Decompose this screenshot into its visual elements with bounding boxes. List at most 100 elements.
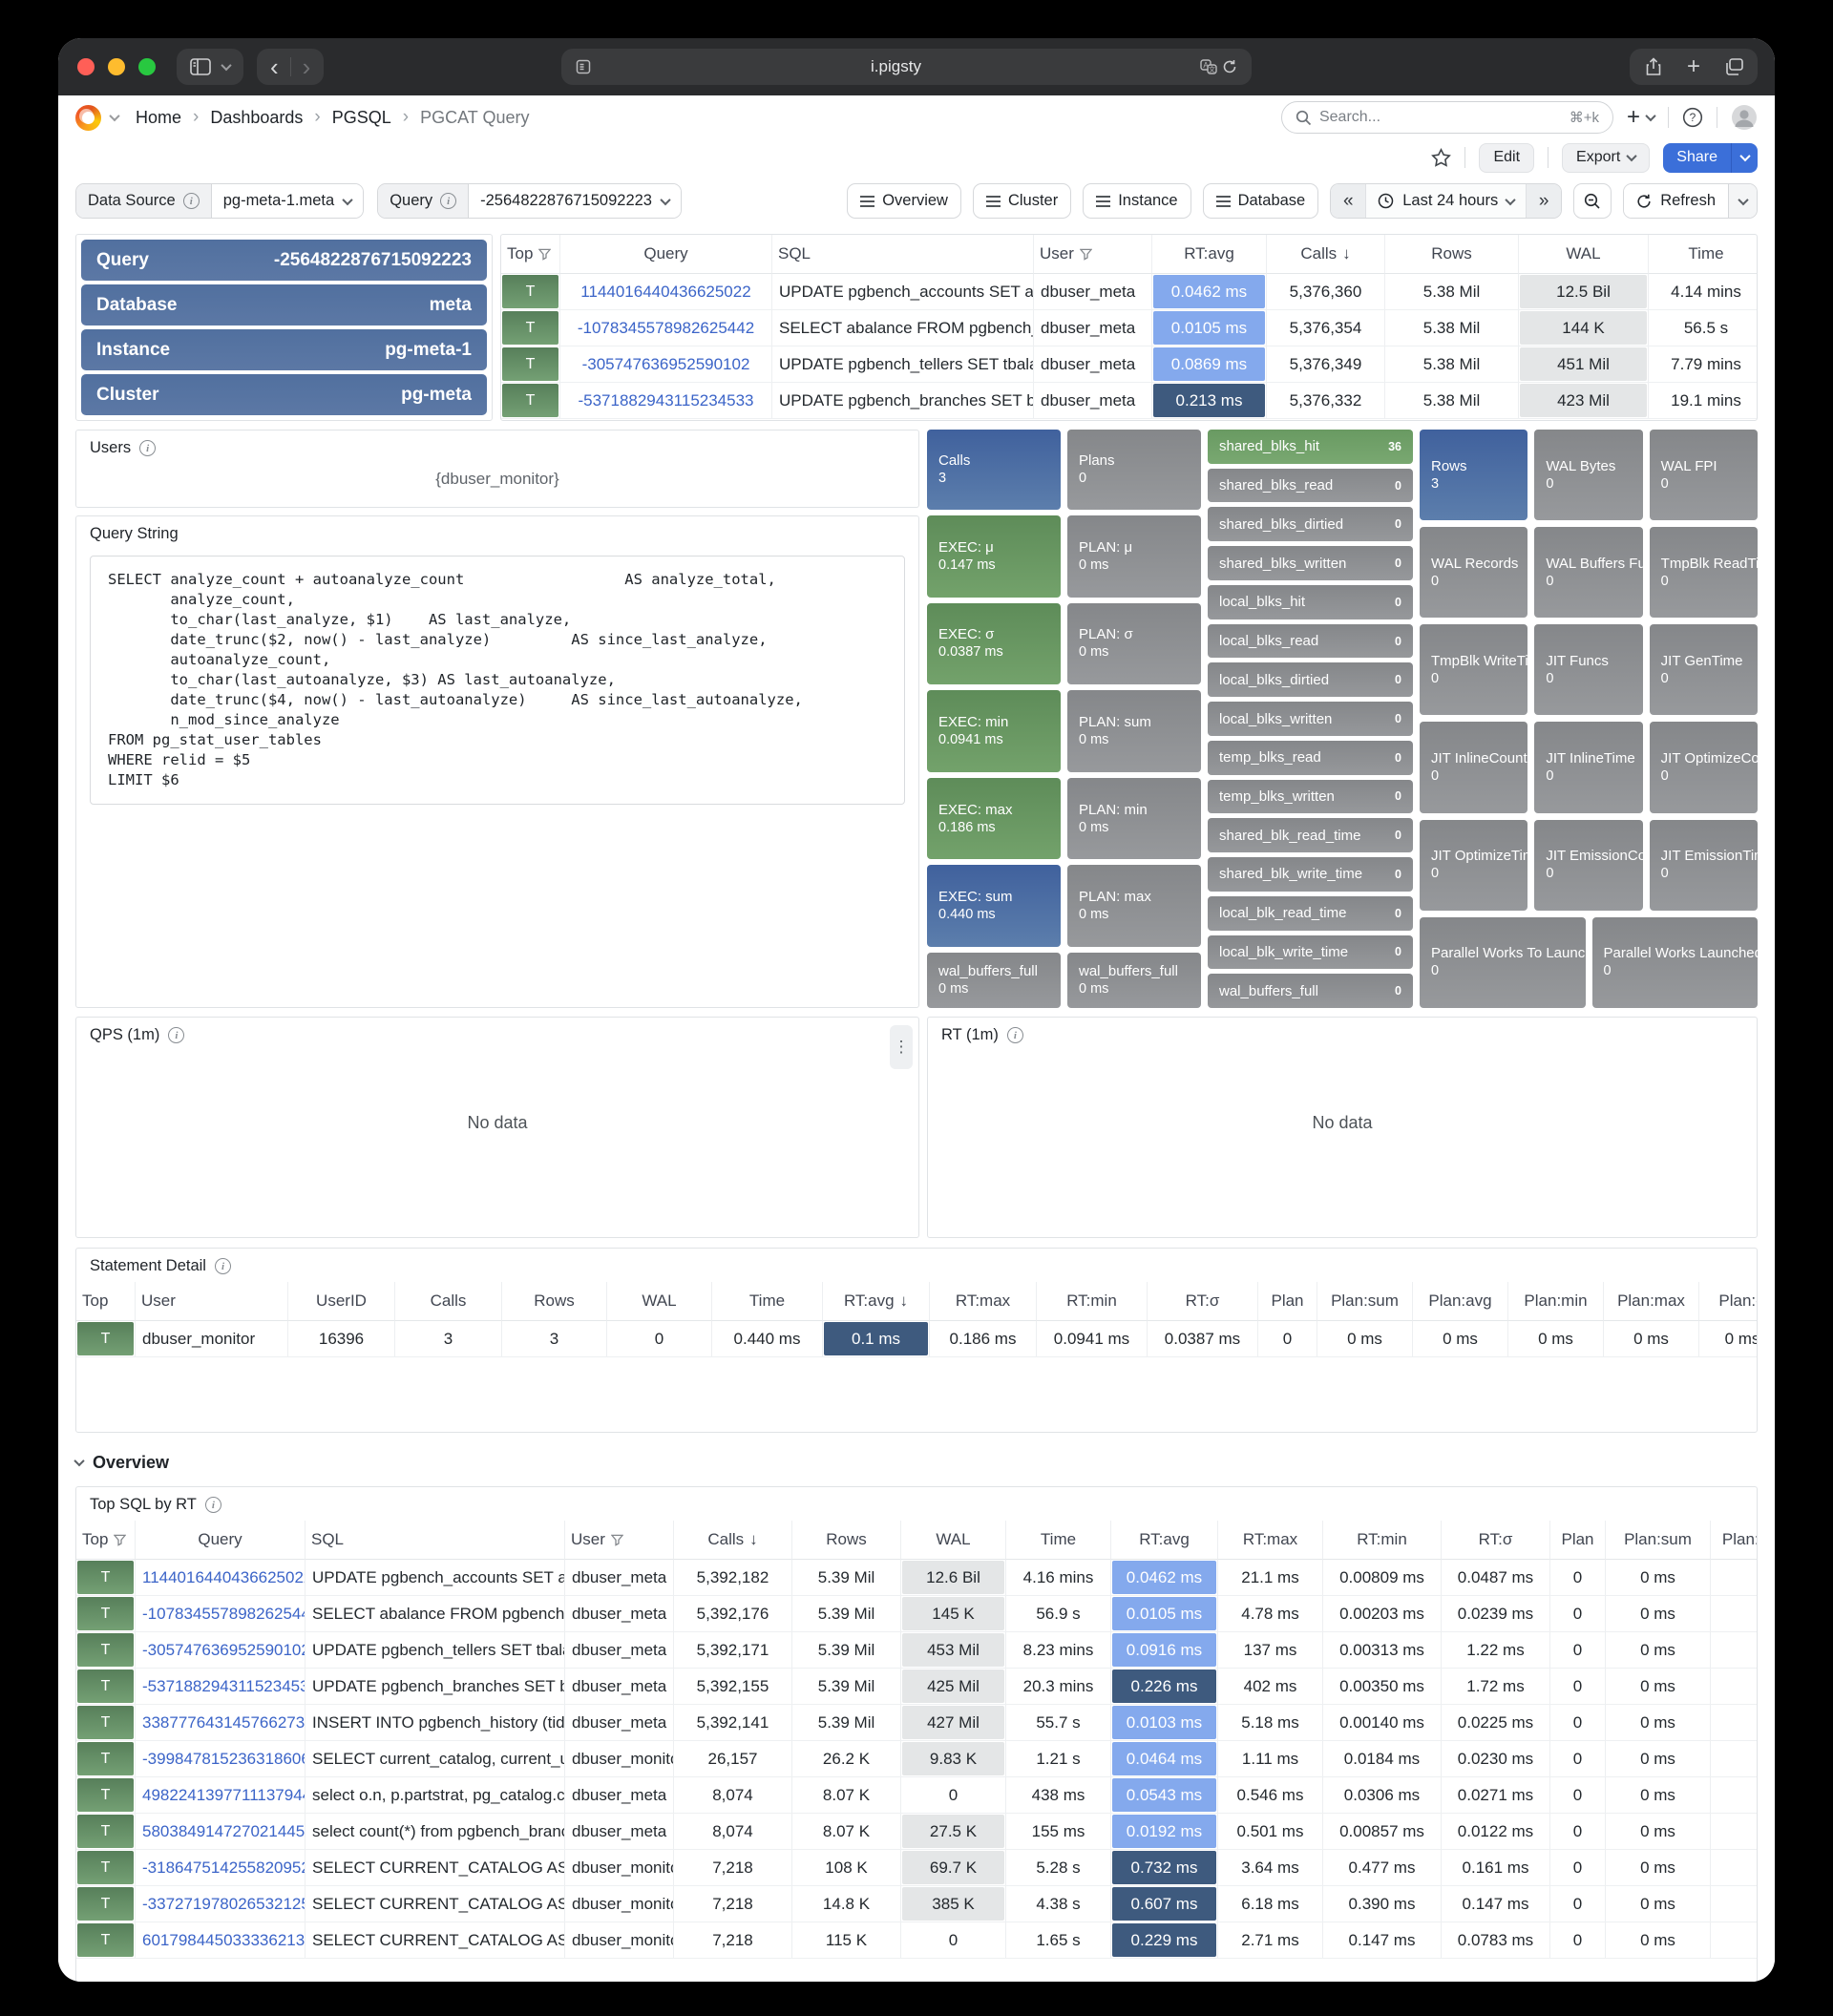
stat-tile[interactable]: JIT InlineCount 0 xyxy=(1420,722,1528,813)
block-stat-row[interactable]: temp_blks_read 0 xyxy=(1208,740,1413,775)
stat-tile[interactable]: WAL Buffers Full 0 xyxy=(1534,527,1643,619)
stat-tile[interactable]: Calls 3 xyxy=(927,430,1061,510)
stat-tile[interactable]: EXEC: min 0.0941 ms xyxy=(927,690,1061,772)
minimize-window-button[interactable] xyxy=(108,58,125,75)
filter-icon[interactable] xyxy=(114,1534,127,1546)
time-shift-forward-button[interactable]: » xyxy=(1527,184,1562,218)
stat-tile[interactable]: JIT Funcs 0 xyxy=(1534,624,1643,716)
stat-tile[interactable]: PLAN: sum 0 ms xyxy=(1067,690,1201,772)
stat-tile[interactable]: Parallel Works To Launch 0 xyxy=(1420,916,1586,1008)
filter-icon[interactable] xyxy=(610,1534,623,1546)
query-link[interactable]: -5371882943115234533 xyxy=(578,390,754,410)
filter-icon[interactable] xyxy=(1079,248,1092,261)
stat-tile[interactable]: EXEC: μ 0.147 ms xyxy=(927,515,1061,598)
stat-tile[interactable]: WAL Bytes 0 xyxy=(1534,430,1643,521)
query-link[interactable]: -1078345578982625442 xyxy=(577,318,755,337)
share-button-label[interactable]: Share xyxy=(1663,142,1731,173)
block-stat-row[interactable]: local_blk_write_time 0 xyxy=(1208,934,1413,970)
refresh-interval-button[interactable] xyxy=(1728,184,1757,218)
reader-icon[interactable] xyxy=(573,56,594,77)
stat-tile[interactable]: JIT GenTime 0 xyxy=(1649,624,1758,716)
org-chevron-icon[interactable] xyxy=(109,110,120,122)
datasource-value[interactable]: pg-meta-1.meta xyxy=(211,184,364,218)
block-stat-row[interactable]: local_blk_read_time 0 xyxy=(1208,895,1413,931)
query-link[interactable]: 4982241397711137944 xyxy=(142,1785,306,1804)
breadcrumb-pgsql[interactable]: PGSQL xyxy=(331,107,391,127)
query-link[interactable]: 6017984450333362130 xyxy=(142,1930,306,1949)
query-link[interactable]: -5371882943115234533 xyxy=(142,1676,306,1695)
breadcrumb-home[interactable]: Home xyxy=(136,107,182,127)
stat-tile[interactable]: JIT EmissionCount 0 xyxy=(1534,819,1643,911)
stat-tile[interactable]: TmpBlk WriteTime 0 xyxy=(1420,624,1528,716)
stat-tile[interactable]: WAL Records 0 xyxy=(1420,527,1528,619)
stat-tile[interactable]: JIT EmissionTime 0 xyxy=(1649,819,1758,911)
stat-tile[interactable]: Rows 3 xyxy=(1420,430,1528,521)
search-input[interactable] xyxy=(1318,109,1562,126)
share-button[interactable]: Share xyxy=(1663,142,1758,173)
query-link[interactable]: -3998478152363186066 xyxy=(142,1749,306,1768)
stat-tile[interactable]: EXEC: σ 0.0387 ms xyxy=(927,602,1061,685)
block-stat-row[interactable]: shared_blks_hit 36 xyxy=(1208,430,1413,464)
zoom-out-time-button[interactable] xyxy=(1573,183,1612,219)
query-link[interactable]: -305747636952590102 xyxy=(142,1640,306,1659)
refresh-main-button[interactable]: Refresh xyxy=(1624,184,1728,218)
stat-tile[interactable]: Parallel Works Launched 0 xyxy=(1591,916,1758,1008)
stat-tile[interactable]: wal_buffers_full 0 ms xyxy=(1067,952,1201,1008)
grafana-logo-icon[interactable] xyxy=(75,104,101,131)
query-link[interactable]: -305747636952590102 xyxy=(581,354,750,373)
query-link[interactable]: -318647514255820952 xyxy=(142,1858,306,1877)
view-link-button[interactable]: Cluster xyxy=(972,183,1072,219)
overview-section-header[interactable]: Overview xyxy=(74,1448,1758,1477)
close-window-button[interactable] xyxy=(77,58,95,75)
block-stat-row[interactable]: local_blks_read 0 xyxy=(1208,623,1413,659)
query-link[interactable]: -3372719780265321255 xyxy=(142,1894,306,1913)
query-link[interactable]: 3387776431457662738 xyxy=(142,1712,306,1732)
stat-tile[interactable]: WAL FPI 0 xyxy=(1649,430,1758,521)
query-select[interactable]: Query i -2564822876715092223 xyxy=(377,183,682,219)
stat-tile[interactable]: JIT OptimizeCount 0 xyxy=(1649,722,1758,813)
stat-tile[interactable]: TmpBlk ReadTime 0 xyxy=(1649,527,1758,619)
back-button[interactable]: ‹ xyxy=(270,52,279,81)
block-stat-row[interactable]: local_blks_hit 0 xyxy=(1208,584,1413,620)
reload-icon[interactable] xyxy=(1219,56,1240,77)
view-link-button[interactable]: Instance xyxy=(1083,183,1191,219)
stat-tile[interactable]: EXEC: max 0.186 ms xyxy=(927,777,1061,860)
stat-tile[interactable]: EXEC: sum 0.440 ms xyxy=(927,865,1061,947)
new-tab-icon[interactable]: + xyxy=(1686,53,1700,79)
stat-tile[interactable]: PLAN: max 0 ms xyxy=(1067,865,1201,947)
block-stat-row[interactable]: shared_blk_read_time 0 xyxy=(1208,818,1413,853)
block-stat-row[interactable]: local_blks_written 0 xyxy=(1208,702,1413,736)
query-link[interactable]: 1144016440436625022 xyxy=(142,1567,306,1586)
stat-tile[interactable]: Plans 0 xyxy=(1067,430,1201,510)
block-stat-row[interactable]: local_blks_dirtied 0 xyxy=(1208,662,1413,698)
export-button[interactable]: Export xyxy=(1562,142,1651,173)
forward-button[interactable]: › xyxy=(302,52,311,81)
block-stat-row[interactable]: shared_blks_dirtied 0 xyxy=(1208,507,1413,542)
query-link[interactable]: 1144016440436625022 xyxy=(580,282,751,301)
sidebar-icon[interactable] xyxy=(190,56,211,77)
search-box[interactable]: ⌘+k xyxy=(1280,101,1613,134)
panel-menu-button[interactable]: ⋮ xyxy=(890,1025,913,1069)
datasource-select[interactable]: Data Source i pg-meta-1.meta xyxy=(75,183,365,219)
tab-overview-icon[interactable] xyxy=(1723,56,1744,77)
stat-tile[interactable]: PLAN: σ 0 ms xyxy=(1067,602,1201,685)
query-link[interactable]: 5803849147270214454 xyxy=(142,1821,306,1840)
stat-tile[interactable]: JIT OptimizeTime 0 xyxy=(1420,819,1528,911)
stat-tile[interactable]: JIT InlineTime 0 xyxy=(1534,722,1643,813)
breadcrumb-dashboards[interactable]: Dashboards xyxy=(210,107,304,127)
add-button[interactable]: + xyxy=(1627,106,1656,129)
block-stat-row[interactable]: shared_blks_read 0 xyxy=(1208,468,1413,503)
block-stat-row[interactable]: wal_buffers_full 0 xyxy=(1208,974,1413,1009)
query-link[interactable]: -1078345578982625442 xyxy=(142,1604,306,1623)
block-stat-row[interactable]: temp_blks_written 0 xyxy=(1208,779,1413,814)
share-page-icon[interactable] xyxy=(1643,56,1664,77)
stat-tile[interactable]: wal_buffers_full 0 ms xyxy=(927,952,1061,1008)
share-menu-button[interactable] xyxy=(1731,142,1758,173)
block-stat-row[interactable]: shared_blk_write_time 0 xyxy=(1208,857,1413,892)
view-link-button[interactable]: Database xyxy=(1202,183,1319,219)
filter-icon[interactable] xyxy=(538,248,552,261)
stat-tile[interactable]: PLAN: min 0 ms xyxy=(1067,777,1201,860)
query-value[interactable]: -2564822876715092223 xyxy=(469,184,681,218)
